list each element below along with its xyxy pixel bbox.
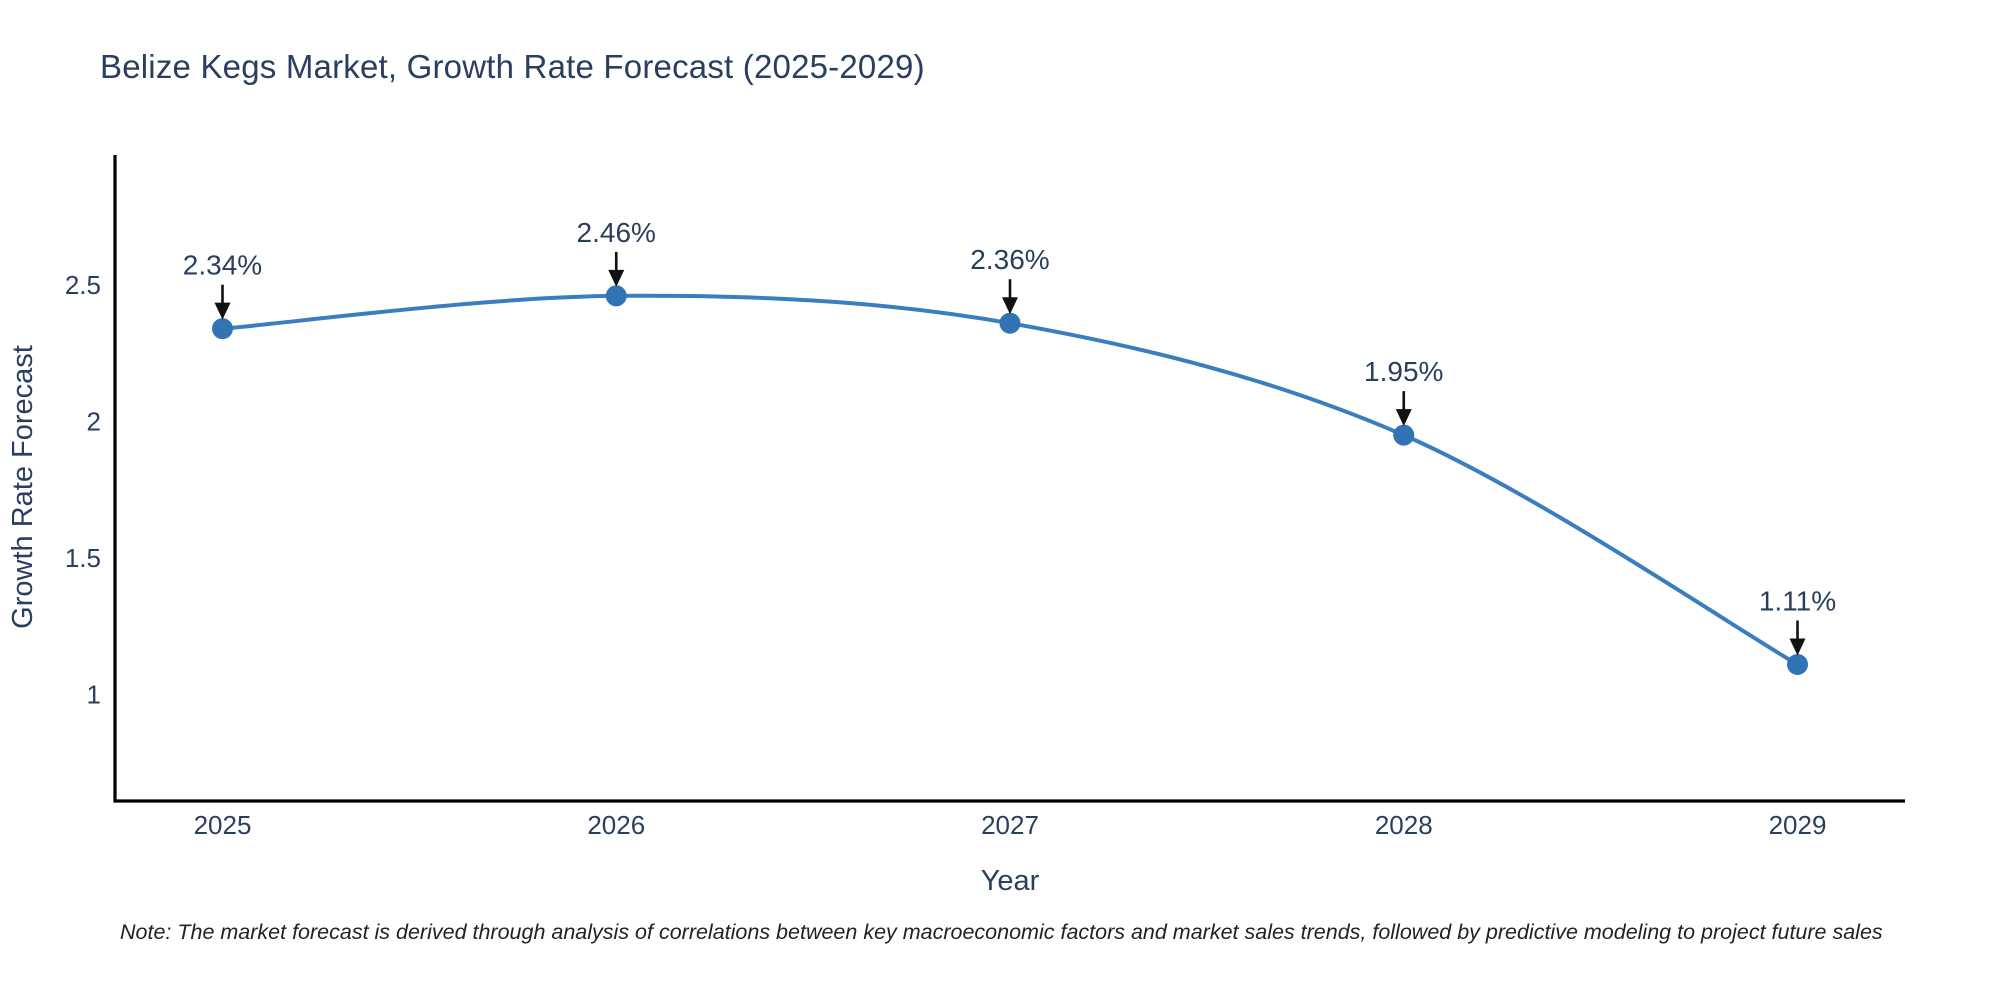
x-axis-title: Year <box>981 865 1040 897</box>
point-annotation: 2.36% <box>970 244 1050 315</box>
point-annotation: 2.46% <box>577 217 656 287</box>
point-annotation: 1.11% <box>1759 585 1836 656</box>
annotation-arrowhead-icon <box>1789 638 1806 656</box>
y-tick-label: 1.5 <box>65 543 101 573</box>
y-tick-label: 1 <box>87 680 101 710</box>
point-annotation: 1.95% <box>1364 356 1443 427</box>
y-tick-labels: 1 1.5 2 2.5 <box>65 270 101 710</box>
data-point-marker <box>999 312 1021 334</box>
data-point-marker <box>1787 653 1809 675</box>
point-annotation: 2.34% <box>183 250 262 320</box>
point-value-label: 2.36% <box>970 244 1049 275</box>
data-point-marker <box>605 285 627 307</box>
axes <box>113 155 1905 803</box>
x-tick-label: 2029 <box>1769 810 1827 840</box>
series-line <box>220 293 1800 667</box>
x-tick-label: 2026 <box>587 810 645 840</box>
y-tick-label: 2 <box>87 406 101 436</box>
data-point-marker <box>211 318 233 340</box>
series-markers <box>211 285 1809 675</box>
chart-title: Belize Kegs Market, Growth Rate Forecast… <box>100 48 925 85</box>
y-axis-title: Growth Rate Forecast <box>7 345 39 629</box>
x-tick-label: 2027 <box>981 810 1039 840</box>
x-tick-label: 2028 <box>1375 810 1433 840</box>
point-annotations: 2.34% 2.46% 2.36% 1.95% 1.11% <box>183 217 1836 656</box>
annotation-arrowhead-icon <box>608 269 625 287</box>
footnote: Note: The market forecast is derived thr… <box>120 920 1883 944</box>
point-value-label: 2.46% <box>577 217 656 248</box>
y-tick-label: 2.5 <box>65 270 101 300</box>
point-value-label: 2.34% <box>183 250 262 281</box>
point-value-label: 1.95% <box>1364 356 1443 387</box>
x-tick-labels: 2025 2026 2027 2028 2029 <box>194 810 1827 840</box>
annotation-arrowhead-icon <box>1002 297 1018 315</box>
growth-rate-line <box>220 293 1800 667</box>
annotation-arrowhead-icon <box>1395 409 1412 427</box>
x-tick-label: 2025 <box>194 810 252 840</box>
data-point-marker <box>1393 424 1415 446</box>
point-value-label: 1.11% <box>1759 585 1836 616</box>
annotation-arrowhead-icon <box>214 302 231 320</box>
